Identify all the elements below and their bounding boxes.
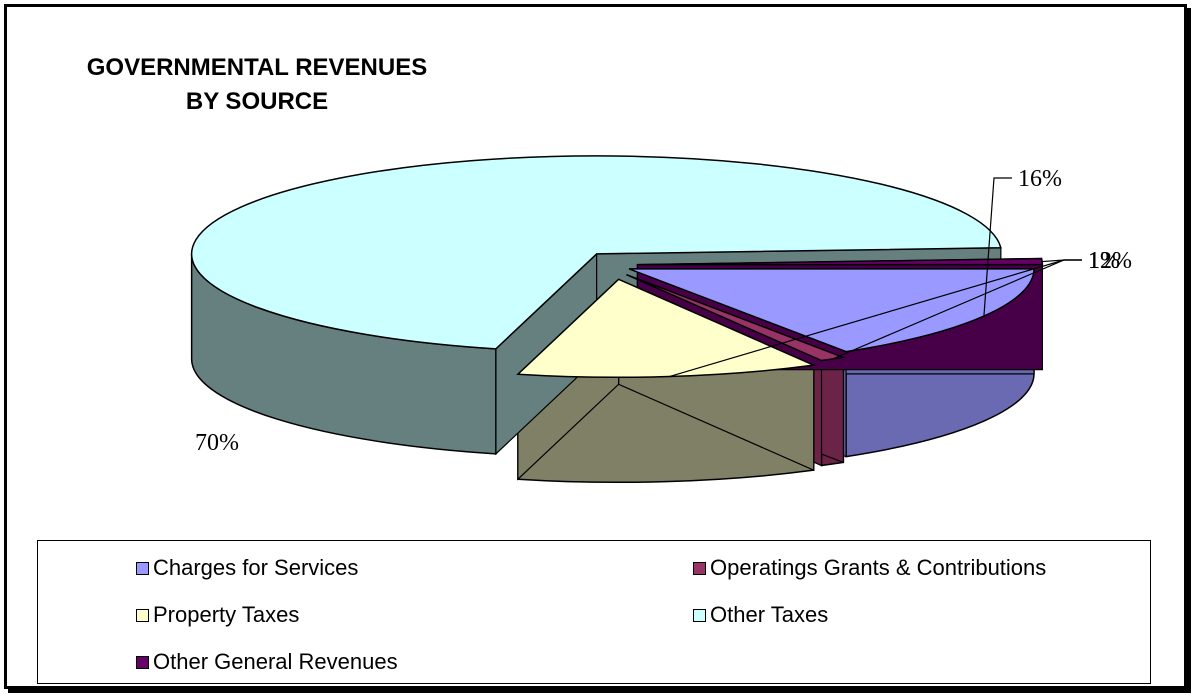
pie-slice-property-taxes (516, 278, 817, 379)
legend-item-other-general-revenues: Other General Revenues (136, 649, 398, 675)
legend-swatch (693, 561, 706, 575)
legend-label: Property Taxes (153, 602, 300, 627)
leader-line-other-general-revenues (1042, 259, 1082, 263)
data-label-property-taxes: 12% (1088, 248, 1132, 274)
legend-swatch (136, 561, 149, 575)
chart-title-line1: GOVERNMENTAL REVENUES (86, 54, 428, 81)
pie-chart: 16%1%12%70%1% (190, 155, 1132, 484)
legend-label: Other General Revenues (153, 649, 398, 674)
legend-item-other-taxes: Other Taxes (693, 602, 828, 628)
chart-title-line2: BY SOURCE (185, 88, 329, 115)
legend-label: Other Taxes (710, 602, 829, 627)
legend-label: Operatings Grants & Contributions (710, 555, 1047, 580)
legend-item-charges-for-services: Charges for Services (136, 555, 358, 581)
legend-swatch (136, 608, 149, 622)
data-label-other-taxes: 70% (195, 430, 239, 456)
chart-title: GOVERNMENTAL REVENUES BY SOURCE (37, 51, 477, 119)
legend-item-property-taxes: Property Taxes (136, 602, 299, 628)
leader-line-charges-for-services (983, 177, 1012, 317)
pie-slice-other-taxes (190, 155, 1002, 350)
legend-item-operating-grants: Operatings Grants & Contributions (693, 555, 1046, 581)
data-label-charges-for-services: 16% (1018, 166, 1062, 192)
legend-swatch (136, 655, 149, 669)
data-label-operatings-grants-contributions: 1% (1088, 248, 1120, 274)
legend: Charges for Services Operatings Grants &… (37, 540, 1151, 684)
data-label-other-general-revenues: 1% (1088, 248, 1120, 274)
legend-label: Charges for Services (153, 555, 359, 580)
legend-swatch (693, 608, 706, 622)
